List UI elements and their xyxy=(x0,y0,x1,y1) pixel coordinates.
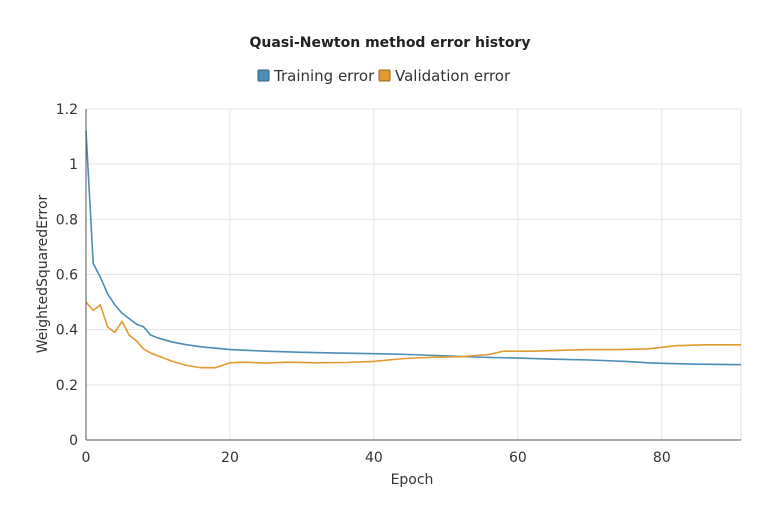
x-tick-label: 60 xyxy=(509,450,527,466)
x-tick-label: 40 xyxy=(365,450,383,466)
y-tick-label: 1.2 xyxy=(56,102,78,118)
grid xyxy=(86,108,742,440)
y-tick-label: 1 xyxy=(69,157,78,173)
legend: Training error Validation error xyxy=(257,67,511,85)
series-line-validation-error xyxy=(85,301,741,369)
x-tick-label: 80 xyxy=(653,450,671,466)
y-axis-label: WeightedSquaredError xyxy=(35,194,51,353)
legend-swatch-training xyxy=(257,69,270,82)
legend-swatch-validation xyxy=(378,69,391,82)
x-tick-label: 20 xyxy=(221,450,239,466)
x-axis-label: Epoch xyxy=(391,472,434,488)
series-line-training-error xyxy=(85,131,742,366)
y-tick-label: 0 xyxy=(69,433,78,449)
chart-title: Quasi-Newton method error history xyxy=(250,35,531,51)
legend-label-training: Training error xyxy=(273,67,375,85)
legend-label-validation: Validation error xyxy=(395,67,511,85)
y-tick-label: 0.6 xyxy=(56,268,78,284)
axes: 0 20 40 60 80 0 0.2 0.4 0.6 0.8 1 1.2 xyxy=(56,102,741,466)
y-tick-label: 0.2 xyxy=(56,378,78,394)
y-tick-label: 0.4 xyxy=(56,323,78,339)
x-tick-label: 0 xyxy=(82,450,91,466)
series-lines xyxy=(85,131,742,369)
y-tick-label: 0.8 xyxy=(56,212,78,228)
